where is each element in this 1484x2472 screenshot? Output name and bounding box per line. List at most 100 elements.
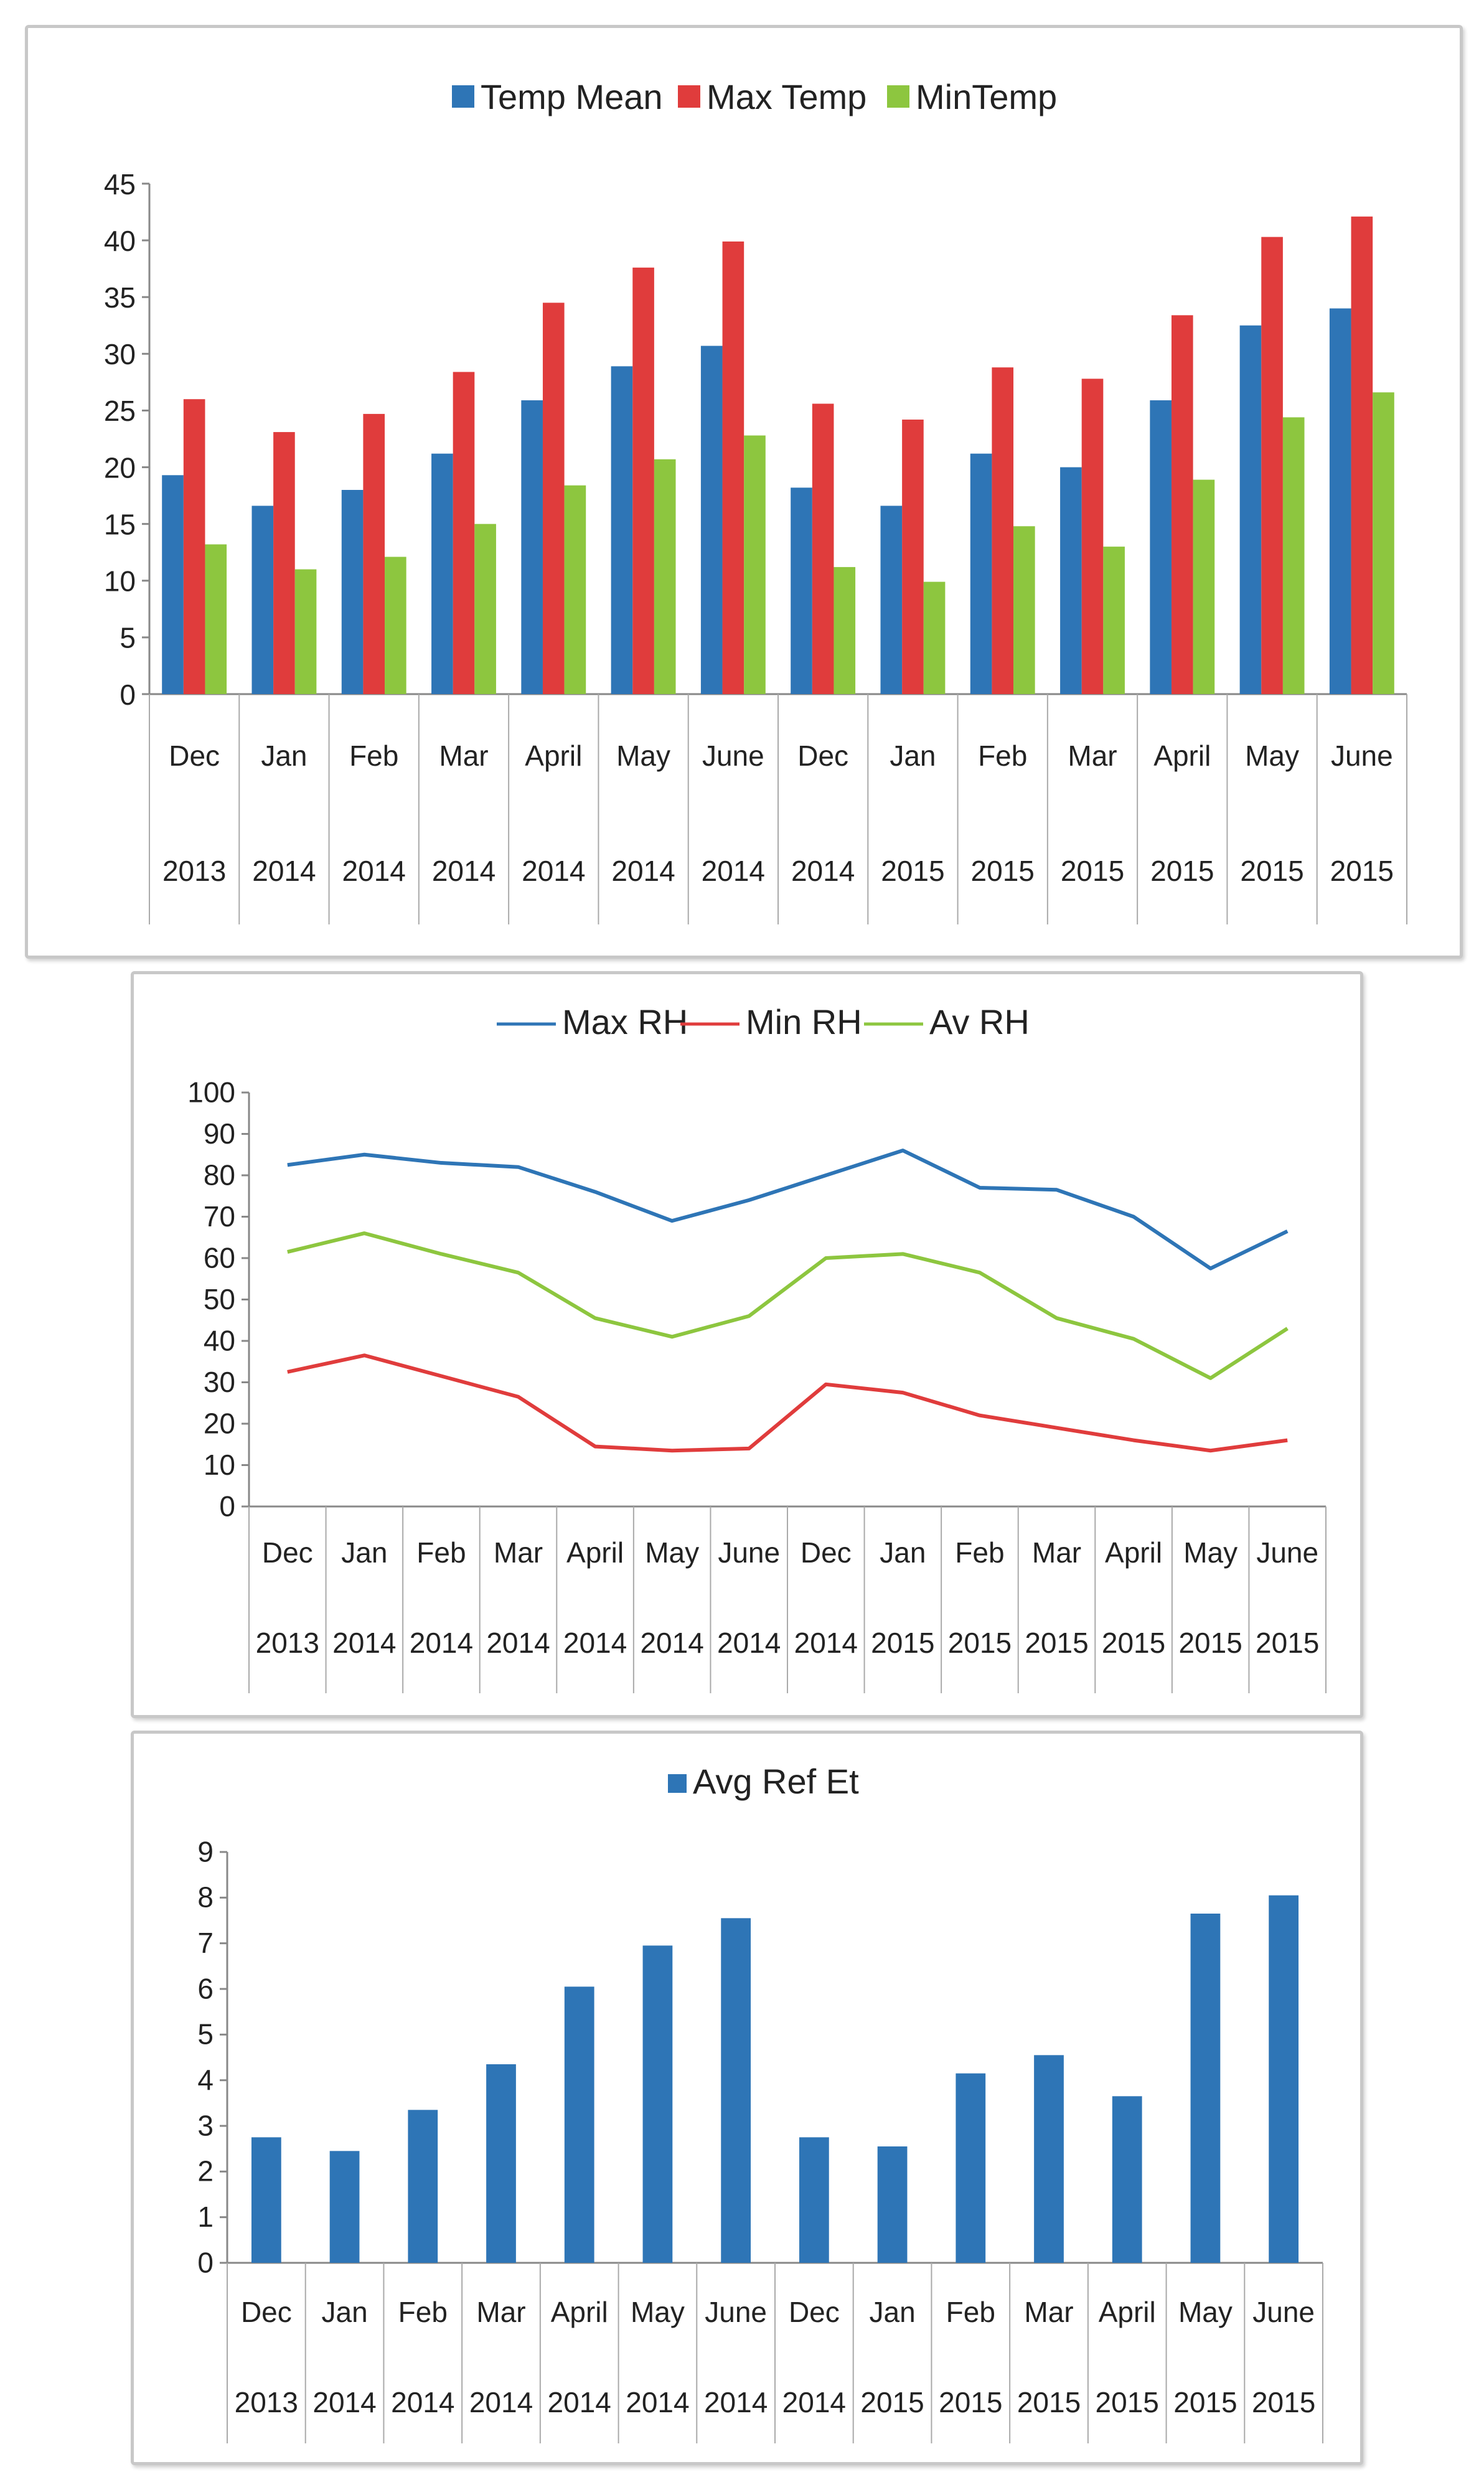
x-category-year: 2014 [704,2386,768,2418]
bar-avg-ref-et [642,1945,673,2263]
bar-temp-mean [970,453,992,694]
y-tick-label: 35 [104,281,136,314]
bar-temp-mean [162,475,184,694]
bar-max-temp [1351,216,1373,694]
y-tick-label: 20 [204,1407,235,1439]
legend-label-2: Min RH [746,1002,862,1041]
legend-label-3: MinTemp [916,77,1057,116]
y-tick-label: 7 [197,1927,214,1959]
bar-temp-mean [1060,467,1082,694]
bar-mintemp [923,581,946,694]
y-tick-label: 4 [197,2064,214,2096]
bar-temp-mean [880,505,903,694]
x-category-year: 2015 [939,2386,1002,2418]
y-tick-label: 8 [197,1881,214,1914]
x-category-year: 2015 [871,1627,934,1659]
bar-avg-ref-et [486,2064,516,2263]
bar-temp-mean [431,453,453,694]
x-category-year: 2013 [162,855,226,887]
y-tick-label: 10 [104,565,136,598]
legend-label-3: Av RH [929,1002,1030,1041]
x-category-month: April [1105,1536,1162,1569]
legend-label-1: Temp Mean [481,77,663,116]
x-category-month: June [1331,740,1393,772]
x-category-year: 2014 [486,1627,550,1659]
bar-max-temp [363,413,385,694]
x-category-month: Feb [955,1536,1004,1569]
x-category-month: Jan [321,2296,367,2328]
x-category-year: 2014 [563,1627,627,1659]
legend-label-1: Avg Ref Et [693,1762,859,1801]
bar-max-temp [542,303,565,694]
x-category-year: 2014 [432,855,495,887]
x-category-month: Dec [241,2296,292,2328]
bar-max-temp [902,420,924,694]
x-category-month: Feb [416,1536,466,1569]
x-category-year: 2015 [1025,1627,1088,1659]
line-series-min-rh [287,1353,1288,1453]
x-category-month: Mar [439,740,488,772]
bar-avg-ref-et [251,2137,281,2263]
x-category-month: May [1245,740,1299,772]
x-category-month: April [1099,2296,1156,2328]
x-category-month: April [1153,740,1211,772]
bar-avg-ref-et [564,1986,594,2263]
y-tick-label: 0 [120,679,136,711]
x-category-year: 2014 [626,2386,689,2418]
bar-temp-mean [521,400,543,694]
bar-mintemp [1013,526,1035,694]
bar-avg-ref-et [408,2110,438,2263]
bar-max-temp [992,367,1014,694]
bar-avg-ref-et [1034,2055,1064,2263]
bar-max-temp [183,399,205,694]
x-category-year: 2014 [332,1627,396,1659]
x-category-year: 2015 [971,855,1035,887]
x-category-year: 2014 [522,855,585,887]
x-category-year: 2015 [1256,1627,1319,1659]
y-tick-label: 3 [197,2109,214,2141]
bar-mintemp [1193,479,1215,694]
bar-max-temp [632,267,654,694]
temperature-chart: Temp Mean Max Temp MinTemp 0 5 10 15 20 25 30 35 40… [104,77,1407,924]
y-tick-label: 0 [197,2246,214,2278]
legend-swatch-1 [668,1774,687,1793]
x-category-month: June [1256,1536,1318,1569]
y-tick-label: 6 [197,1972,214,2004]
bar-mintemp [1373,392,1394,694]
y-tick-label: 40 [104,225,136,257]
x-category-month: Jan [869,2296,915,2328]
x-category-year: 2013 [235,2386,298,2418]
bar-mintemp [474,524,496,694]
humidity-chart: Max RH Min RH Av RH 0 10 20 30 40 50 60 70 80 90 100 D… [187,1002,1327,1693]
y-tick-label: 90 [204,1117,235,1150]
x-category-year: 2014 [548,2386,611,2418]
x-category-year: 2015 [1102,1627,1165,1659]
x-category-month: Mar [1032,1536,1081,1569]
x-category-year: 2015 [1017,2386,1081,2418]
x-category-year: 2015 [948,1627,1012,1659]
bar-avg-ref-et [1112,2096,1142,2263]
bar-avg-ref-et [329,2151,360,2263]
bar-avg-ref-et [1190,1914,1221,2263]
bar-temp-mean [251,505,274,694]
bar-max-temp [1081,378,1104,694]
legend-swatch-2 [678,85,700,108]
y-tick-label: 40 [204,1324,235,1356]
bar-mintemp [205,544,227,694]
x-category-month: May [645,1536,699,1569]
x-category-year: 2014 [410,1627,473,1659]
x-category-year: 2015 [1150,855,1214,887]
x-category-month: Feb [349,740,398,772]
legend-swatch-1 [452,85,474,108]
bar-mintemp [385,557,406,694]
x-category-month: Dec [262,1536,313,1569]
line-series-max-rh [287,1149,1289,1271]
x-category-month: April [525,740,582,772]
x-category-month: Feb [978,740,1027,772]
x-category-year: 2014 [469,2386,533,2418]
y-tick-label: 60 [204,1241,235,1274]
x-category-year: 2014 [342,855,406,887]
x-category-year: 2015 [1252,2386,1315,2418]
x-category-year: 2014 [791,855,855,887]
x-category-month: Dec [797,740,848,772]
